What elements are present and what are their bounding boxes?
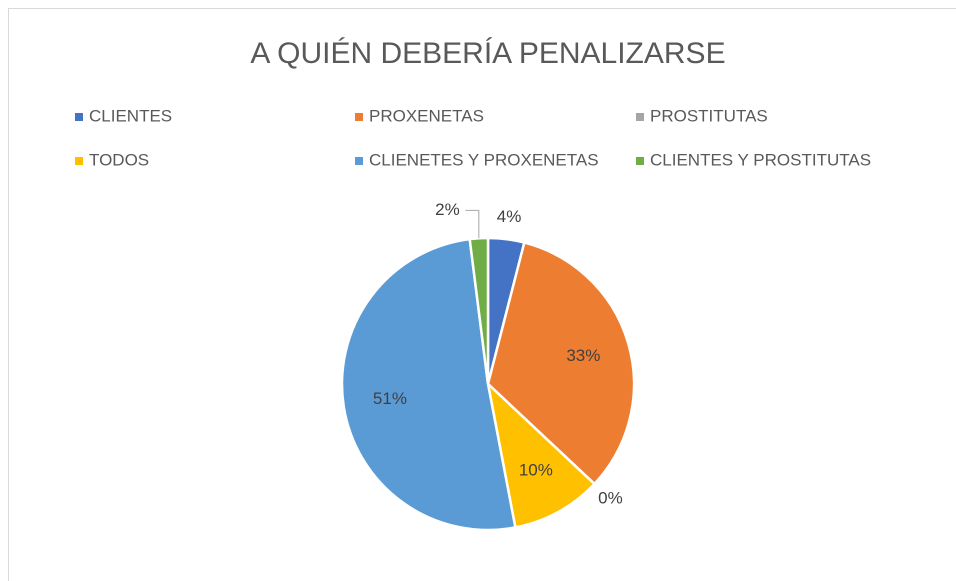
legend-label: CLIENETES Y PROXENETAS (369, 150, 599, 169)
data-label: 33% (566, 346, 600, 365)
legend-label: PROXENETAS (369, 106, 484, 125)
legend-label: TODOS (89, 150, 149, 169)
legend-swatch (75, 113, 83, 121)
legend-swatch (355, 113, 363, 121)
chart-title: A QUIÉN DEBERÍA PENALIZARSE (250, 37, 725, 70)
legend-swatch (75, 157, 83, 165)
pie-slice (340, 237, 517, 532)
data-label: 51% (373, 389, 407, 408)
pie-slice (486, 241, 636, 486)
legend-swatch (636, 113, 644, 121)
data-label: 0% (598, 488, 623, 507)
legend-swatch (355, 157, 363, 165)
legend-label: CLIENTES (89, 106, 172, 125)
legend-label: PROSTITUTAS (650, 106, 768, 125)
legend-label: CLIENTES Y PROSTITUTAS (650, 150, 871, 169)
pie-slice (486, 380, 597, 529)
legend-swatch (636, 157, 644, 165)
data-label: 2% (435, 200, 460, 219)
leader-line (465, 209, 480, 239)
data-label: 10% (519, 460, 553, 479)
data-label: 4% (497, 207, 522, 226)
